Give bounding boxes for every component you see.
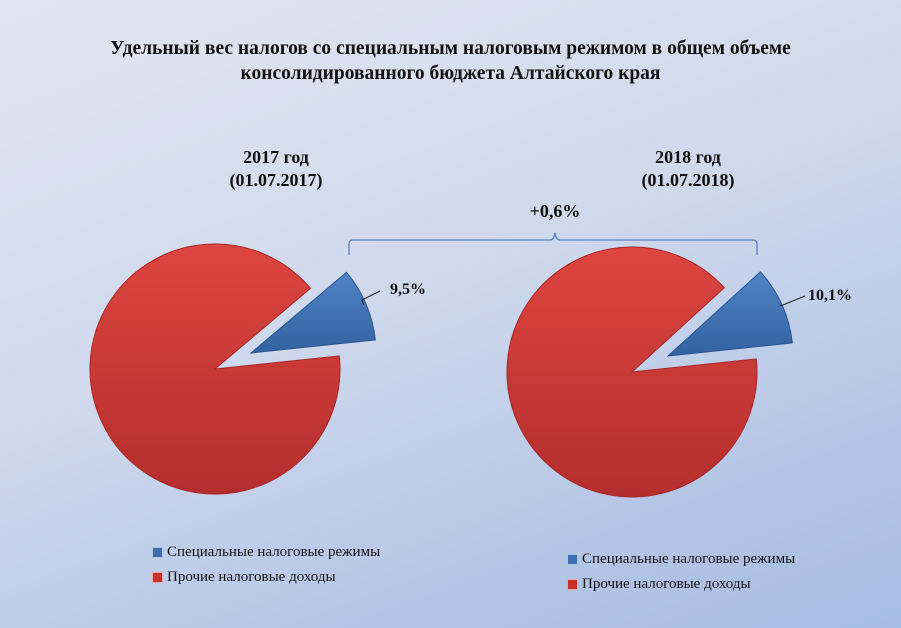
delta-annotation: +0,6% [529, 201, 581, 221]
pie-slice-other [89, 243, 341, 495]
year-label: 2017 год [243, 147, 309, 167]
blue-swatch-icon [152, 547, 163, 558]
leader-line [361, 290, 381, 306]
title-line-1: Удельный вес налогов со специальным нало… [110, 38, 791, 59]
title-line-2: консолидированного бюджета Алтайского кр… [240, 63, 661, 84]
special-percent-2018: 10,1% [808, 287, 852, 304]
legend-2018: Специальные налоговые режимы Прочие нало… [567, 547, 795, 597]
date-label: (01.07.2018) [641, 170, 735, 190]
pie-2017-header: 2017 год (01.07.2017) [176, 146, 376, 192]
pie-slice-special [249, 271, 376, 354]
date-label: (01.07.2017) [229, 170, 323, 190]
pie-2017 [89, 243, 381, 495]
legend-label: Прочие налоговые доходы [167, 569, 336, 585]
legend-label: Специальные налоговые режимы [167, 544, 381, 560]
legend-item-other: Прочие налоговые доходы [152, 565, 380, 590]
blue-swatch-icon [567, 554, 578, 565]
legend-label: Прочие налоговые доходы [582, 576, 751, 592]
special-percent-2017: 9,5% [390, 281, 426, 298]
legend-label: Специальные налоговые режимы [582, 551, 796, 567]
legend-item-other: Прочие налоговые доходы [567, 572, 795, 597]
pie-2018 [506, 246, 806, 498]
pie-slice-other [506, 246, 758, 498]
red-swatch-icon [152, 572, 163, 583]
leader-line [779, 295, 806, 307]
year-label: 2018 год [655, 147, 721, 167]
pie-2018-header: 2018 год (01.07.2018) [588, 146, 788, 192]
legend-item-special: Специальные налоговые режимы [152, 540, 380, 565]
chart-title: Удельный вес налогов со специальным нало… [40, 36, 861, 86]
legend-item-special: Специальные налоговые режимы [567, 547, 795, 572]
red-swatch-icon [567, 579, 578, 590]
comparison-bracket [348, 232, 758, 255]
legend-2017: Специальные налоговые режимы Прочие нало… [152, 540, 380, 590]
